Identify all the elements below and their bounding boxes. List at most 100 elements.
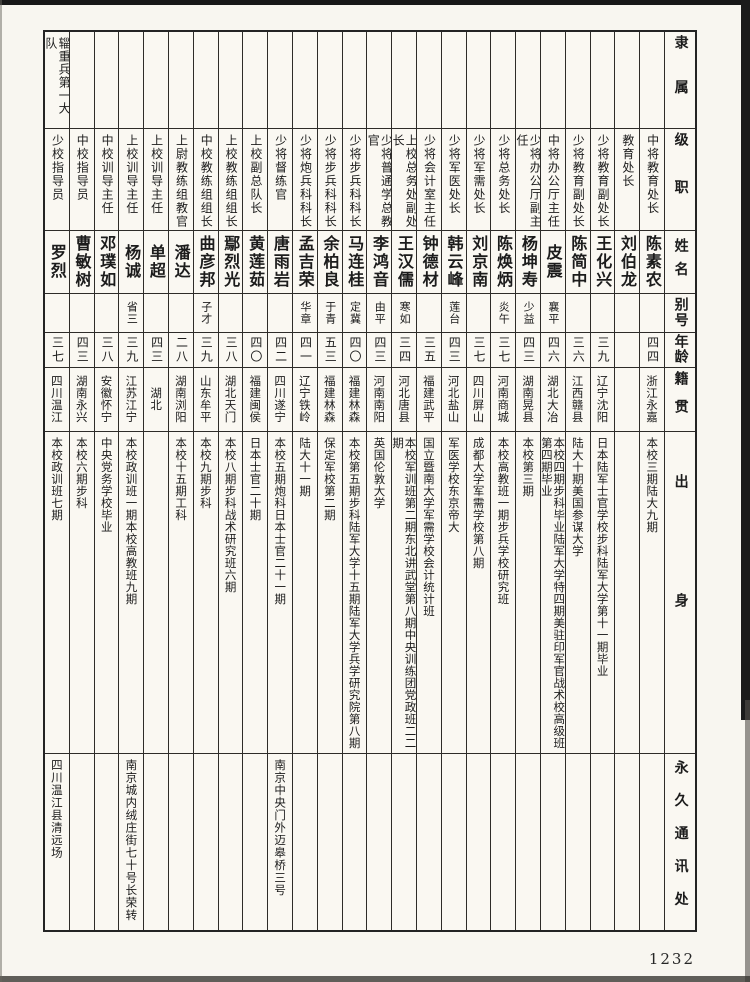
header-address-cell: 永久通讯处 (665, 754, 695, 930)
age-cell: 三八 (218, 333, 243, 368)
name-text: 皮震 (543, 244, 563, 280)
age-cell: 四三 (367, 333, 392, 368)
name-cell: 王汉儒 (392, 231, 416, 294)
address-cell: 四川温江县清远场 (45, 754, 69, 930)
native_place-cell: 江苏江宁 (119, 368, 144, 433)
rank-cell: 上校训导主任 (119, 129, 144, 232)
name-cell: 邓璞如 (94, 231, 119, 294)
background-text: 军医学校东京帝大 (446, 437, 461, 534)
native_place-cell: 福建闽侯 (243, 368, 268, 433)
affiliation-cell (590, 32, 615, 129)
address-cell (144, 754, 168, 930)
age-text: 三九 (596, 335, 611, 364)
age-text: 三九 (124, 335, 139, 364)
age-cell: 四三 (144, 333, 168, 368)
age-cell: 三九 (119, 333, 144, 368)
rank-text: 中将教育处长 (645, 133, 660, 215)
age-text: 三九 (199, 335, 214, 364)
person-column: 中将教育处长 陈素农 四四 浙江永嘉 本校三期陆大九期 (640, 32, 665, 930)
person-column: 少将炮兵科科长 孟吉荣 华章 四一 辽宁铁岭 陆大十一期 (292, 32, 318, 930)
person-column: 少将军医处长 韩云峰 莲台 四三 河北盐山 军医学校东京帝大 (441, 32, 467, 930)
rank-text: 上校副总队长 (248, 133, 263, 215)
background-cell: 英国伦敦大学 (367, 432, 392, 754)
header-age-text: 年龄 (672, 334, 689, 365)
background-cell: 本校九期步科 (193, 432, 218, 754)
affiliation-cell (565, 32, 590, 129)
age-text: 三八 (224, 335, 239, 364)
background-cell: 成都大学军需学校第八期 (466, 432, 491, 754)
name-text: 曹敏树 (72, 235, 92, 289)
rank-text: 教育处长 (620, 133, 635, 188)
background-cell: 本校军训班第二期东北讲武堂第八期中央训练团党政班二二期 (392, 432, 416, 754)
native_place-cell: 浙江永嘉 (640, 368, 664, 433)
header-rank-cell: 级职 (664, 129, 695, 232)
name-cell: 单超 (144, 231, 168, 294)
age-cell: 四一 (292, 333, 317, 368)
name-cell: 陈简中 (565, 231, 590, 294)
alias-cell: 炎午 (491, 294, 516, 333)
header-age-cell: 年龄 (664, 333, 695, 368)
age-cell: 四三 (69, 333, 94, 368)
header-address-text: 永久通讯处 (672, 759, 689, 925)
address-text: 南京城内绒庄街七十号长荣转 (124, 758, 139, 922)
affiliation-cell (516, 32, 540, 129)
alias-text: 省三 (125, 300, 139, 325)
rank-text: 中校训导主任 (100, 133, 115, 215)
affiliation-cell (268, 32, 292, 129)
name-text: 马连桂 (345, 235, 365, 289)
affiliation-cell (367, 32, 392, 129)
age-text: 二八 (174, 335, 189, 364)
name-cell: 黄莲茹 (243, 231, 268, 294)
alias-cell (615, 294, 640, 333)
rank-text: 上校教练组组长 (224, 133, 239, 229)
native_place-text: 江西赣县 (570, 375, 585, 424)
alias-cell: 莲台 (441, 294, 466, 333)
rank-cell: 少校指导员 (45, 129, 69, 232)
native_place-text: 辽宁沈阳 (595, 375, 610, 424)
address-cell (318, 754, 342, 930)
native_place-cell: 河南南阳 (367, 368, 392, 433)
rank-cell: 上校教练组组长 (218, 129, 243, 232)
name-text: 邓璞如 (97, 235, 117, 289)
person-column: 少将步兵科科长 马连桂 定冀 四〇 福建林森 本校第五期步科陆军大学十五期陆军大学兵学研究… (342, 32, 368, 930)
alias-cell (640, 294, 664, 333)
alias-cell: 由平 (367, 294, 392, 333)
age-text: 四六 (546, 335, 561, 364)
person-column: 上校训导主任 单超 四三 湖北 (144, 32, 169, 930)
age-cell: 四〇 (243, 333, 268, 368)
person-column: 上校教练组组长 鄢烈光 三八 湖北天门 本校八期步科战术研究班六期 (218, 32, 244, 930)
affiliation-cell (416, 32, 441, 129)
background-cell: 本校第五期步科陆军大学十五期陆军大学兵学研究院第八期 (342, 432, 367, 754)
native_place-cell: 四川屏山 (466, 368, 491, 433)
native_place-text: 福建武平 (421, 375, 436, 424)
rank-text: 少将办公厅副主任 (516, 133, 540, 229)
native_place-text: 四川屏山 (471, 375, 486, 424)
background-text: 本校军训班第二期东北讲武堂第八期中央训练团党政班二二期 (392, 437, 416, 750)
rank-text: 上尉教练组教官 (174, 133, 189, 229)
background-text: 本校政训班一期本校高教班九期 (124, 437, 139, 606)
affiliation-cell (491, 32, 516, 129)
name-text: 陈简中 (568, 235, 588, 289)
background-cell (615, 432, 640, 754)
background-cell: 日本陆军士官学校步科陆军大学第十一期毕业 (590, 432, 615, 754)
header-background-text: 出身 (672, 473, 689, 712)
address-cell (243, 754, 267, 930)
address-cell (516, 754, 540, 930)
name-text: 陈焕炳 (494, 235, 514, 289)
age-text: 四二 (273, 335, 288, 364)
affiliation-cell (392, 32, 416, 129)
native_place-cell: 湖北天门 (218, 368, 243, 433)
rank-text: 少将督练官 (273, 133, 288, 202)
alias-cell (268, 294, 292, 333)
background-text: 本校十五期工科 (174, 437, 189, 522)
affiliation-cell (144, 32, 168, 129)
age-cell: 四三 (516, 333, 540, 368)
native_place-text: 湖北 (149, 387, 164, 412)
native_place-text: 河南商城 (496, 375, 511, 424)
rank-text: 上校训导主任 (124, 133, 139, 215)
age-text: 四三 (372, 335, 387, 364)
name-cell: 余柏良 (317, 231, 342, 294)
rank-text: 上校总务处副处长 (392, 133, 416, 229)
native_place-text: 福建林森 (322, 375, 337, 424)
name-text: 钟德材 (419, 235, 439, 289)
